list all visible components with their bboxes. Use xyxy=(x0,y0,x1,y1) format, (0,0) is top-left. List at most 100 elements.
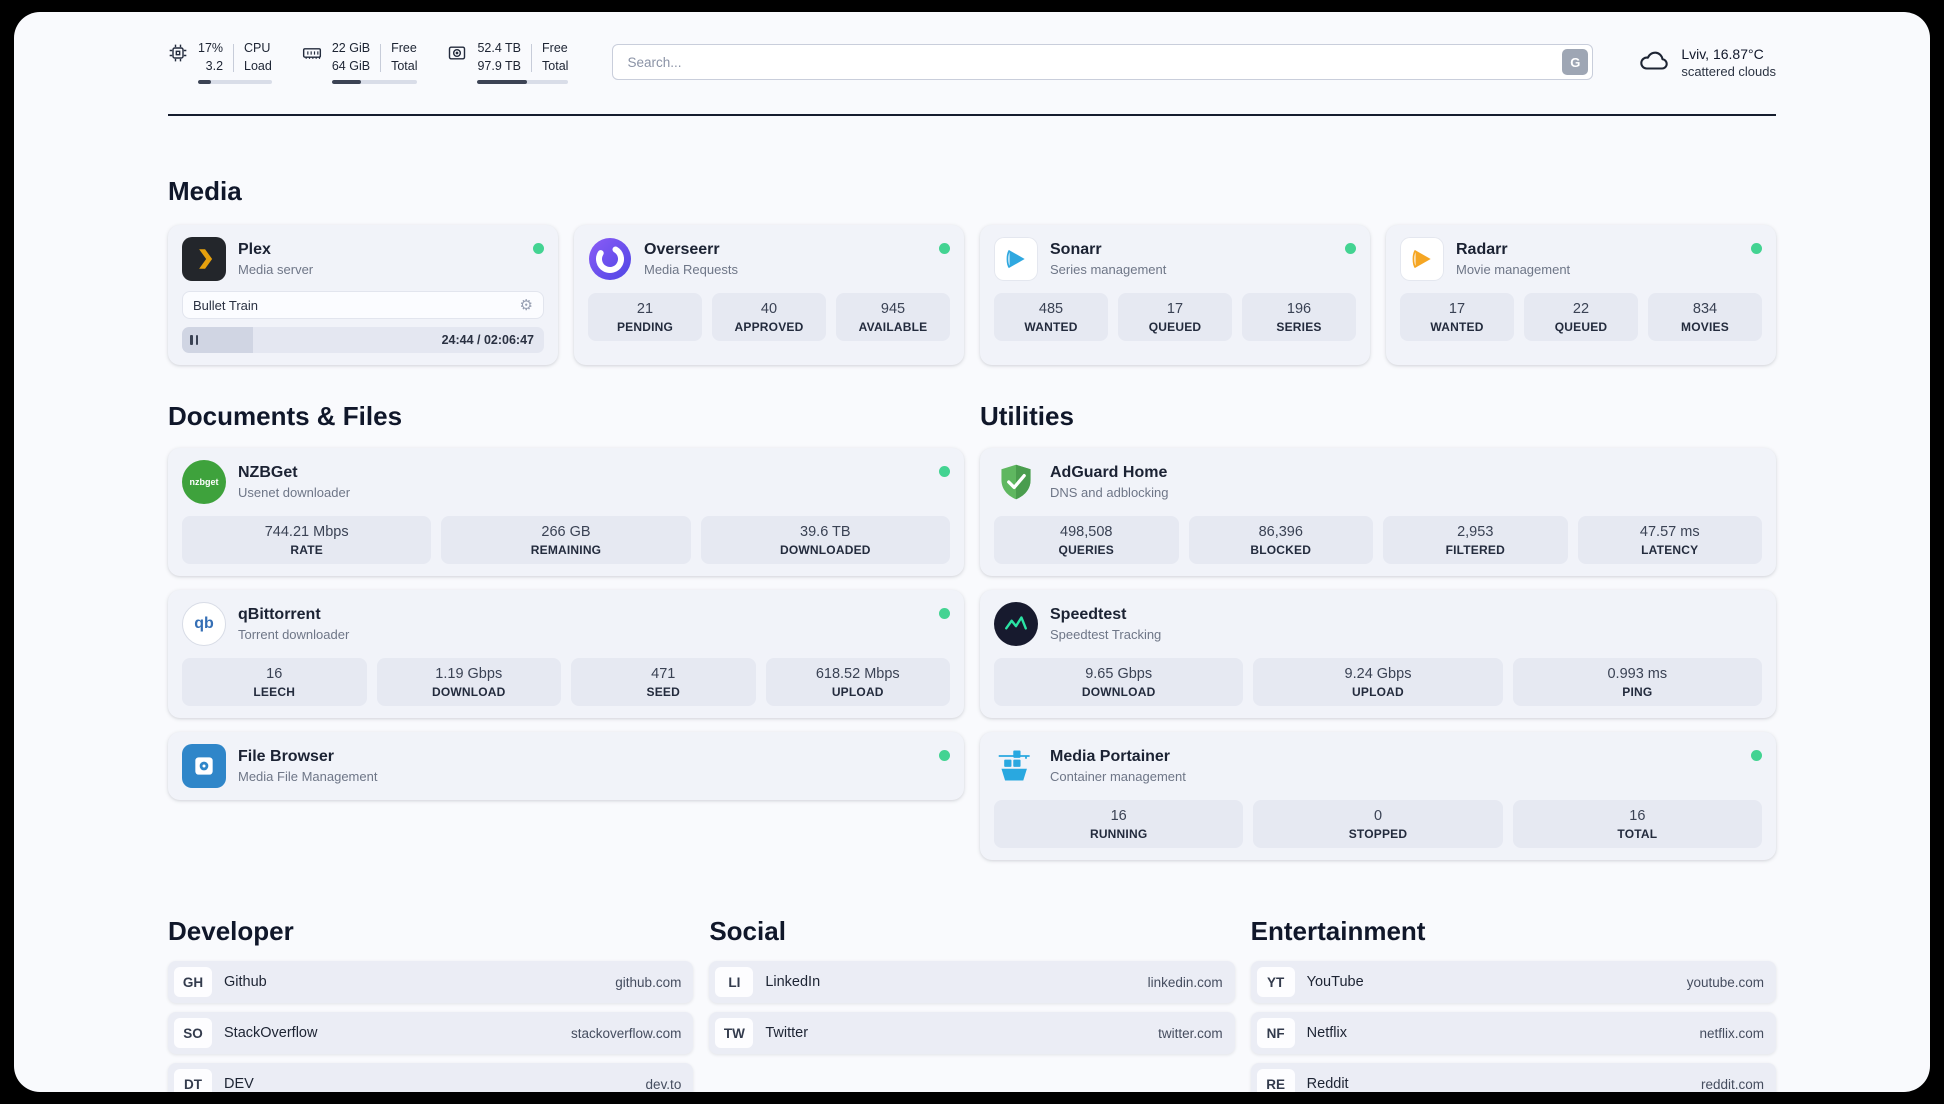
pause-icon[interactable] xyxy=(190,335,198,345)
bookmark-name: Github xyxy=(224,974,267,990)
stat-downloaded: 39.6 TB DOWNLOADED xyxy=(700,516,950,564)
app-subtitle: DNS and adblocking xyxy=(1050,485,1169,500)
social-column: Social LI LinkedIn linkedin.com TW Twitt… xyxy=(709,916,1235,1092)
speedtest-icon[interactable] xyxy=(994,602,1038,646)
section-heading-media: Media xyxy=(168,176,242,206)
app-subtitle: Media server xyxy=(238,262,314,277)
stat-upload: 9.24 Gbps UPLOAD xyxy=(1253,658,1503,706)
radarr-icon[interactable] xyxy=(1400,237,1444,281)
cpu-icon xyxy=(168,43,188,68)
stat-download: 9.65 Gbps DOWNLOAD xyxy=(994,658,1244,706)
playback-time: 24:44 / 02:06:47 xyxy=(441,333,534,347)
utilities-column: Utilities AdGuard Home xyxy=(980,401,1776,860)
status-dot xyxy=(1751,243,1762,254)
overseerr-card: Overseerr Media Requests 21 PENDING 40 A… xyxy=(574,225,964,365)
header-divider xyxy=(168,114,1776,116)
cpu-progress-track xyxy=(198,80,272,84)
app-name: NZBGet xyxy=(238,464,298,481)
vertical-divider xyxy=(380,43,382,72)
stat-queued: 22 QUEUED xyxy=(1524,293,1638,341)
app-subtitle: Speedtest Tracking xyxy=(1050,627,1162,642)
disk-total: 97.9 TB xyxy=(477,58,522,73)
disk-progress-fill xyxy=(477,80,527,84)
disk-icon xyxy=(447,43,467,68)
app-subtitle: Series management xyxy=(1050,262,1167,277)
bookmark-github[interactable]: GH Github github.com xyxy=(168,961,694,1003)
stat-filtered: 2,953 FILTERED xyxy=(1383,516,1568,564)
app-subtitle: Container management xyxy=(1050,769,1186,784)
portainer-card: Media Portainer Container management 16 … xyxy=(980,732,1776,860)
stat-leech: 16 LEECH xyxy=(182,658,367,706)
speedtest-card: Speedtest Speedtest Tracking 9.65 Gbps D… xyxy=(980,590,1776,718)
vertical-divider xyxy=(233,43,235,72)
cpu-percent: 17% xyxy=(198,41,224,55)
app-name: Speedtest xyxy=(1050,606,1127,623)
bookmark-url: github.com xyxy=(615,974,682,990)
bookmark-url: stackoverflow.com xyxy=(571,1025,682,1041)
bookmark-linkedin[interactable]: LI LinkedIn linkedin.com xyxy=(709,961,1235,1003)
filebrowser-icon[interactable] xyxy=(182,744,226,788)
search-input[interactable] xyxy=(612,44,1594,80)
overseerr-icon[interactable] xyxy=(588,237,632,281)
nzbget-icon[interactable]: nzbget xyxy=(182,460,226,504)
app-name: Plex xyxy=(238,241,271,258)
bookmark-name: YouTube xyxy=(1306,974,1364,990)
memory-label-bottom: Total xyxy=(391,58,418,73)
stat-ping: 0.993 ms PING xyxy=(1512,658,1762,706)
stat-rate: 744.21 Mbps RATE xyxy=(182,516,432,564)
cpu-progress-fill xyxy=(198,80,211,84)
entertainment-column: Entertainment YT YouTube youtube.com NF … xyxy=(1250,916,1776,1092)
search-engine-button[interactable]: G xyxy=(1562,49,1589,75)
bookmark-abbr: RE xyxy=(1256,1069,1295,1092)
bookmark-netflix[interactable]: NF Netflix netflix.com xyxy=(1250,1012,1776,1054)
status-dot xyxy=(939,243,950,254)
stat-queries: 498,508 QUERIES xyxy=(994,516,1179,564)
disk-label-bottom: Total xyxy=(542,58,569,73)
stat-remaining: 266 GB REMAINING xyxy=(441,516,691,564)
playback-progress[interactable]: 24:44 / 02:06:47 xyxy=(182,327,544,353)
app-name: Radarr xyxy=(1456,241,1508,258)
bookmark-abbr: YT xyxy=(1256,967,1295,997)
bookmark-name: Netflix xyxy=(1306,1025,1347,1041)
weather-location: Lviv, 16.87°C xyxy=(1681,45,1764,62)
bookmark-abbr: TW xyxy=(715,1018,754,1048)
bookmark-abbr: SO xyxy=(174,1018,212,1048)
sonarr-icon[interactable] xyxy=(994,237,1038,281)
bookmark-stackoverflow[interactable]: SO StackOverflow stackoverflow.com xyxy=(168,1012,694,1054)
plex-icon[interactable] xyxy=(182,237,226,281)
bookmark-twitter[interactable]: TW Twitter twitter.com xyxy=(709,1012,1235,1054)
bookmark-url: dev.to xyxy=(645,1076,682,1092)
app-subtitle: Media File Management xyxy=(238,769,378,784)
now-playing-row: Bullet Train ⚙ xyxy=(182,291,544,319)
sonarr-card: Sonarr Series management 485 WANTED 17 Q… xyxy=(980,225,1370,365)
bookmark-dev[interactable]: DT DEV dev.to xyxy=(168,1063,694,1092)
qbittorrent-card: qb qBittorrent Torrent downloader 16 LEE… xyxy=(168,590,964,718)
memory-progress-track xyxy=(331,80,418,84)
qbittorrent-icon[interactable]: qb xyxy=(182,602,226,646)
stat-seed: 471 SEED xyxy=(571,658,756,706)
status-dot xyxy=(939,750,950,761)
bookmark-youtube[interactable]: YT YouTube youtube.com xyxy=(1250,961,1776,1003)
app-name: Overseerr xyxy=(644,241,720,258)
status-dot xyxy=(939,466,950,477)
adguard-icon[interactable] xyxy=(994,460,1038,504)
cpu-label-bottom: Load xyxy=(244,58,272,73)
bookmark-abbr: DT xyxy=(174,1069,212,1092)
app-name: qBittorrent xyxy=(238,606,321,623)
app-name: Sonarr xyxy=(1050,241,1102,258)
bookmark-name: StackOverflow xyxy=(224,1025,318,1041)
app-name: AdGuard Home xyxy=(1050,464,1168,481)
media-grid: Plex Media server Bullet Train ⚙ 24:44 /… xyxy=(168,225,1776,365)
gear-icon[interactable]: ⚙ xyxy=(519,296,533,314)
cpu-label-top: CPU xyxy=(244,41,271,55)
vertical-divider xyxy=(531,43,533,72)
section-heading-developer: Developer xyxy=(168,916,294,946)
app-name: File Browser xyxy=(238,748,335,765)
app-subtitle: Usenet downloader xyxy=(238,485,351,500)
stat-total: 16 TOTAL xyxy=(1512,800,1762,848)
stat-series: 196 SERIES xyxy=(1242,293,1356,341)
bookmark-reddit[interactable]: RE Reddit reddit.com xyxy=(1250,1063,1776,1092)
portainer-icon[interactable] xyxy=(994,744,1038,788)
bookmark-url: reddit.com xyxy=(1700,1076,1764,1092)
weather-widget: Lviv, 16.87°C scattered clouds xyxy=(1637,45,1776,80)
